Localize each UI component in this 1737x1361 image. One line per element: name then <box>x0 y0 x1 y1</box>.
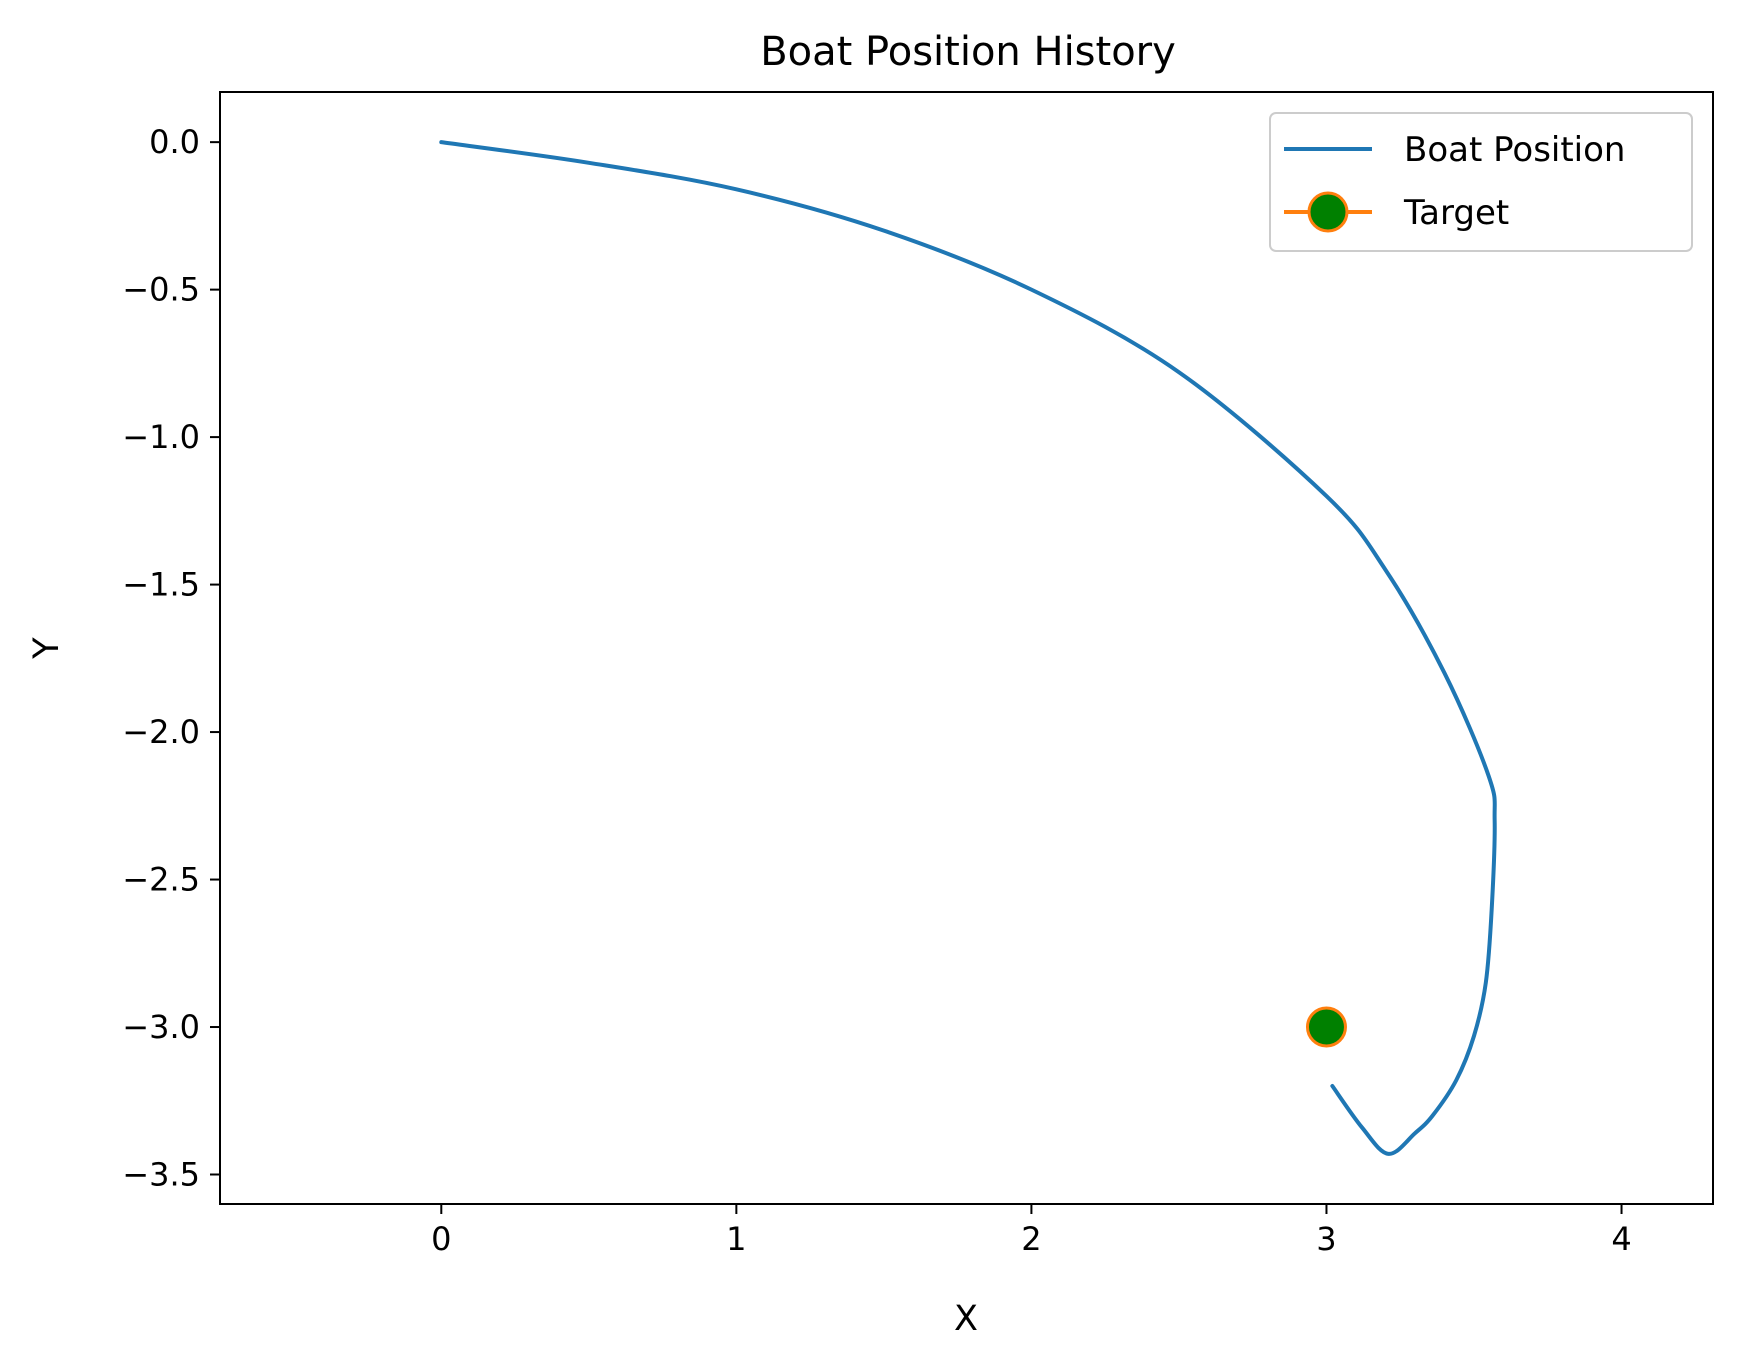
y-axis: 0.0 −0.5 −1.0 −1.5 −2.0 −2.5 −3.0 −3.5 <box>122 123 220 1194</box>
x-tick-label: 2 <box>1021 1220 1041 1258</box>
y-tick-label: −3.5 <box>122 1156 200 1194</box>
legend-label-boat-position: Boat Position <box>1404 130 1625 170</box>
legend-marker-target <box>1307 191 1349 233</box>
x-tick-label: 0 <box>431 1220 451 1258</box>
plot-area <box>219 91 1714 1205</box>
y-tick-label: −2.5 <box>122 861 200 899</box>
y-tick-label: −0.5 <box>122 271 200 309</box>
legend: Boat Position Target <box>1269 112 1693 252</box>
boat-position-line <box>439 140 1497 1156</box>
y-tick-label: −1.5 <box>122 566 200 604</box>
x-tick-label: 3 <box>1316 1220 1336 1258</box>
x-axis: 0 1 2 3 4 <box>431 1204 1632 1258</box>
target-marker <box>1305 1006 1347 1048</box>
x-tick-label: 4 <box>1611 1220 1631 1258</box>
chart-title: Boat Position History <box>760 29 1176 75</box>
x-axis-label: X <box>954 1299 978 1339</box>
y-tick-label: −3.0 <box>122 1008 200 1046</box>
y-tick-label: −1.0 <box>122 418 200 456</box>
x-tick-label: 1 <box>726 1220 746 1258</box>
y-axis-label: Y <box>27 637 67 660</box>
y-tick-label: −2.0 <box>122 713 200 751</box>
legend-label-target: Target <box>1403 193 1509 233</box>
plot-content <box>439 140 1497 1156</box>
y-tick-label: 0.0 <box>149 123 200 161</box>
legend-frame <box>1269 112 1693 252</box>
